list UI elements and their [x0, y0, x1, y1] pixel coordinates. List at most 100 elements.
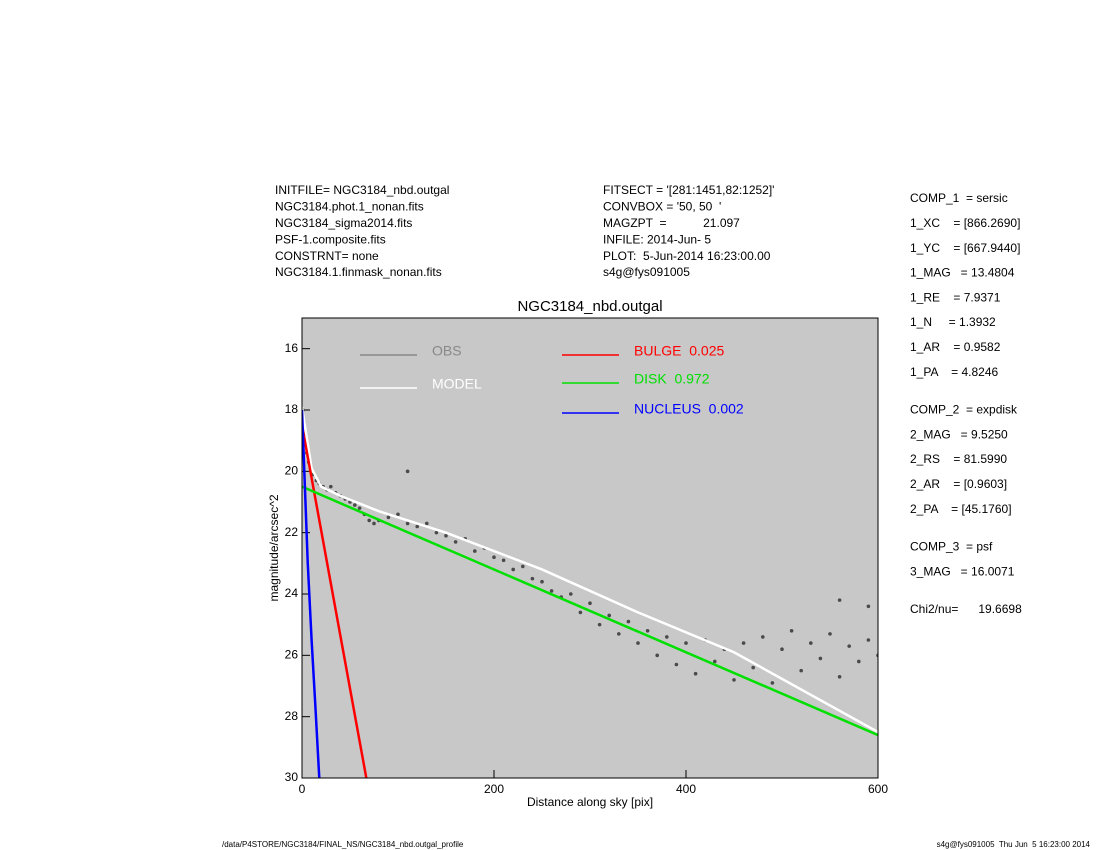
header-left-line: NGC3184.phot.1_nonan.fits [275, 200, 424, 214]
fit-parameter: 1_YC = [667.9440] [910, 241, 1020, 255]
y-tick-label: 22 [285, 525, 299, 539]
obs-point [684, 641, 688, 645]
header-right-line: MAGZPT = 21.097 [603, 216, 740, 230]
obs-point [799, 668, 803, 673]
header-left-line: PSF-1.composite.fits [275, 232, 386, 246]
fit-parameter: 3_MAG = 16.0071 [910, 564, 1015, 578]
obs-point [578, 610, 583, 615]
legend-label: MODEL [432, 376, 482, 392]
obs-point [588, 601, 592, 605]
obs-point [665, 635, 669, 639]
profile-line [302, 485, 878, 737]
profile-line [302, 406, 878, 734]
obs-point [521, 564, 525, 569]
obs-point [847, 644, 851, 648]
footer-left: /data/P4STORE/NGC3184/FINAL_NS/NGC3184_n… [222, 840, 464, 849]
obs-point [626, 619, 631, 624]
header-right-line: INFILE: 2014-Jun- 5 [603, 232, 711, 246]
obs-point [396, 512, 400, 517]
obs-point [597, 622, 602, 627]
obs-point [353, 503, 357, 507]
obs-point [549, 589, 554, 593]
obs-point [511, 567, 515, 572]
obs-point [837, 675, 842, 679]
obs-point [713, 659, 717, 664]
legend-label: NUCLEUS 0.002 [634, 401, 744, 417]
obs-point [857, 659, 861, 664]
header-left-line: NGC3184.1.finmask_nonan.fits [275, 265, 442, 279]
obs-point [372, 521, 376, 526]
obs-point [357, 506, 362, 510]
fit-parameter: COMP_2 = expdisk [910, 403, 1018, 417]
obs-point [761, 635, 765, 639]
fit-parameter: Chi2/nu= 19.6698 [910, 602, 1022, 616]
profile-line [302, 409, 321, 778]
x-tick-label: 200 [484, 782, 504, 796]
obs-point [732, 678, 736, 682]
obs-point [444, 533, 448, 538]
plot-frame [301, 317, 879, 779]
fit-parameter: 1_XC = [866.2690] [910, 216, 1020, 230]
fit-parameter: 1_N = 1.3932 [910, 315, 996, 329]
obs-point [818, 656, 823, 661]
obs-point [866, 638, 871, 642]
obs-point [617, 632, 621, 636]
obs-point [530, 576, 535, 581]
header-right-line: FITSECT = '[281:1451,82:1252]' [603, 183, 774, 197]
obs-point [501, 558, 506, 563]
x-tick-label: 600 [868, 782, 888, 796]
obs-point [492, 555, 496, 559]
obs-point [770, 681, 775, 685]
obs-point [453, 540, 458, 544]
obs-point [866, 604, 871, 609]
obs-point [809, 641, 813, 645]
y-tick-label: 28 [285, 709, 299, 723]
header-right-line: s4g@fys091005 [603, 265, 690, 279]
fit-parameter: 1_RE = 7.9371 [910, 290, 1001, 304]
obs-point [828, 632, 832, 636]
obs-point [415, 524, 420, 529]
obs-point [789, 629, 794, 633]
fit-parameter: 2_AR = [0.9603] [910, 477, 1007, 491]
obs-point [674, 662, 679, 667]
y-tick-label: 18 [285, 402, 299, 416]
obs-point [405, 521, 410, 526]
obs-point [540, 579, 544, 584]
fit-parameter: 2_MAG = 9.5250 [910, 427, 1008, 441]
header-left-line: CONSTRNT= none [275, 249, 379, 263]
fit-parameter: 2_RS = 81.5990 [910, 452, 1007, 466]
y-axis-label: magnitude/arcsec^2 [267, 494, 281, 601]
obs-point [780, 647, 784, 651]
header-left-line: INITFILE= NGC3184_nbd.outgal [275, 183, 449, 197]
obs-point [425, 521, 429, 526]
x-tick-label: 400 [676, 782, 696, 796]
header-right-line: CONVBOX = '50, 50 ' [603, 200, 721, 214]
legend-label: DISK 0.972 [634, 371, 710, 387]
x-axis-label: Distance along sky [pix] [527, 795, 653, 809]
footer-right: s4g@fys091005 Thu Jun 5 16:23:00 2014 [937, 840, 1091, 849]
obs-point [569, 592, 573, 596]
obs-point [367, 518, 372, 523]
plot-background [301, 317, 879, 779]
fit-parameter: COMP_3 = psf [910, 540, 993, 554]
y-tick-label: 24 [285, 586, 299, 600]
y-tick-label: 26 [285, 648, 299, 662]
fit-parameter: 1_AR = 0.9582 [910, 340, 1001, 354]
profile-line [302, 425, 368, 778]
obs-point [607, 613, 611, 618]
x-tick-label: 0 [299, 782, 306, 796]
obs-point [837, 598, 842, 602]
fit-parameter: 1_PA = 4.8246 [910, 365, 999, 379]
obs-point [386, 515, 391, 520]
obs-point [434, 530, 439, 535]
obs-point [751, 665, 755, 670]
obs-point [741, 641, 746, 645]
plot-area [302, 406, 878, 778]
obs-point [405, 469, 410, 474]
obs-point [645, 629, 650, 633]
header-right-line: PLOT: 5-Jun-2014 16:23:00.00 [603, 249, 771, 263]
obs-point [329, 484, 333, 489]
fit-parameter: COMP_1 = sersic [910, 191, 1008, 205]
obs-point [693, 671, 698, 676]
